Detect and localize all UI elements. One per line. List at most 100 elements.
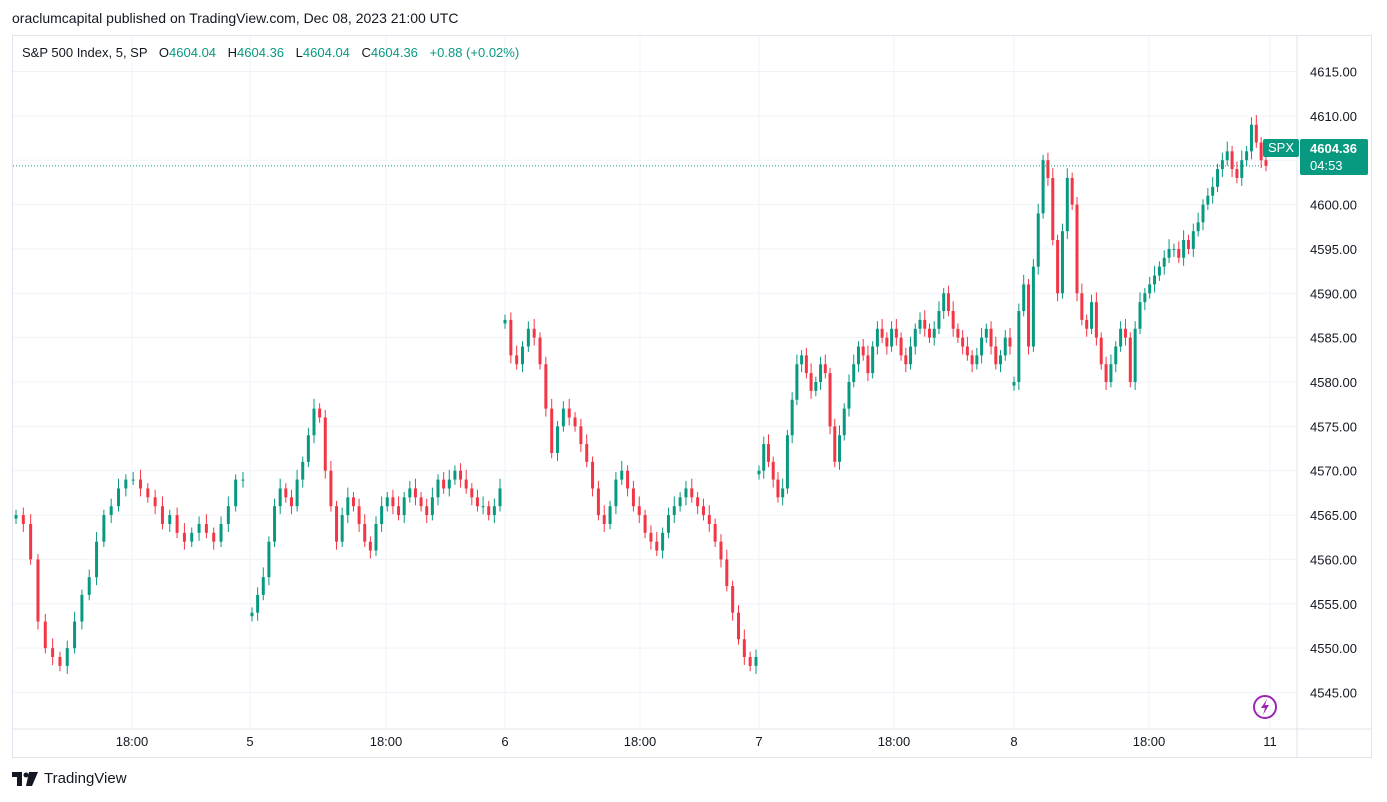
candle-body — [357, 506, 361, 524]
candle-body — [975, 355, 979, 365]
candle-body — [1148, 284, 1152, 294]
candle-body — [368, 541, 372, 551]
candle-body — [880, 328, 884, 338]
x-tick-label: 18:00 — [370, 734, 403, 749]
candle-body — [1123, 328, 1127, 338]
candle-body — [323, 417, 327, 471]
candle-body — [556, 426, 560, 453]
candle-body — [419, 497, 423, 507]
candle-body — [885, 337, 889, 347]
y-tick-label: 4565.00 — [1310, 508, 1357, 523]
candle-body — [909, 346, 913, 365]
candle-body — [453, 470, 457, 480]
candle-body — [719, 541, 723, 560]
candle-body — [904, 355, 908, 365]
y-tick-label: 4615.00 — [1310, 64, 1357, 79]
candle-body — [487, 506, 491, 516]
price-badge-value: 4604.36 — [1310, 141, 1357, 156]
chart-frame[interactable] — [12, 35, 1372, 758]
candle-body — [852, 364, 856, 382]
chart-legend: S&P 500 Index, 5, SP O4604.04 H4604.36 L… — [22, 45, 519, 60]
candle-body — [204, 523, 208, 533]
candle-body — [168, 515, 172, 524]
candle-body — [937, 311, 941, 329]
y-tick-label: 4580.00 — [1310, 375, 1357, 390]
candle-body — [754, 657, 758, 666]
candle-body — [766, 444, 770, 462]
candle-body — [1177, 248, 1181, 258]
candle-body — [927, 328, 931, 338]
candle-body — [226, 506, 230, 524]
candle-body — [956, 328, 960, 338]
legend-close-label: C — [361, 45, 371, 60]
candle-body — [1056, 240, 1060, 294]
candle-body — [809, 373, 813, 391]
candle-body — [838, 435, 842, 462]
candle-body — [1114, 346, 1118, 365]
candle-body — [1065, 177, 1069, 232]
candle-body — [631, 488, 635, 507]
candle-body — [1036, 213, 1040, 267]
candle-body — [544, 364, 548, 409]
x-tick-label: 18:00 — [1133, 734, 1166, 749]
candle-body — [1167, 248, 1171, 258]
candle-body — [234, 479, 238, 507]
candle-body — [1211, 186, 1215, 196]
candle-body — [102, 515, 106, 542]
candle-body — [289, 497, 293, 507]
candle-body — [153, 497, 157, 507]
candle-body — [847, 382, 851, 409]
candle-body — [1099, 337, 1103, 365]
candle-body — [1094, 302, 1098, 338]
footer-brand[interactable]: TradingView — [12, 770, 127, 787]
x-tick-label: 6 — [501, 734, 508, 749]
candle-body — [742, 639, 746, 658]
candle-body — [833, 426, 837, 462]
candle-body — [980, 337, 984, 356]
candle-body — [790, 399, 794, 436]
candle-body — [284, 488, 288, 498]
candle-body — [923, 319, 927, 329]
candle-body — [1191, 231, 1195, 249]
candle-body — [713, 523, 717, 542]
candle-body — [649, 532, 653, 542]
candle-body — [573, 417, 577, 427]
legend-low-value: 4604.04 — [302, 45, 350, 60]
candle-body — [1090, 302, 1094, 329]
candle-body — [579, 426, 583, 445]
candle-body — [447, 479, 451, 489]
price-badge — [1300, 139, 1368, 175]
footer-brand-label: TradingView — [44, 770, 127, 787]
candle-body — [1008, 337, 1012, 347]
candle-body — [340, 515, 344, 542]
candle-body — [707, 515, 711, 524]
candle-body — [932, 328, 936, 338]
candle-body — [1022, 284, 1026, 312]
candle-body — [21, 515, 25, 524]
x-tick-label: 18:00 — [624, 734, 657, 749]
time-axis: 18:00 5 18:00 6 18:00 7 18:00 8 18:00 11 — [116, 734, 1277, 749]
lightning-icon[interactable] — [1253, 695, 1277, 719]
x-tick-label: 18:00 — [116, 734, 149, 749]
candle-body — [1041, 160, 1045, 214]
publisher-line: oraclumcapital published on TradingView.… — [12, 10, 459, 26]
candle-body — [1254, 124, 1258, 143]
candle-body — [762, 444, 766, 471]
candle-body — [212, 532, 216, 542]
chart-grid — [13, 36, 1296, 728]
candle-body — [526, 328, 530, 347]
candle-body — [585, 444, 589, 462]
y-tick-label: 4545.00 — [1310, 686, 1357, 701]
candle-body — [58, 657, 62, 666]
candle-body — [620, 470, 624, 480]
candle-body — [1104, 364, 1108, 382]
x-tick-label: 5 — [246, 734, 253, 749]
candle-body — [413, 488, 417, 498]
candle-body — [1003, 337, 1007, 356]
candle-body — [36, 559, 40, 622]
candle-body — [567, 408, 571, 418]
candle-body — [175, 515, 179, 533]
candle-body — [318, 408, 322, 418]
candle-body — [666, 515, 670, 533]
